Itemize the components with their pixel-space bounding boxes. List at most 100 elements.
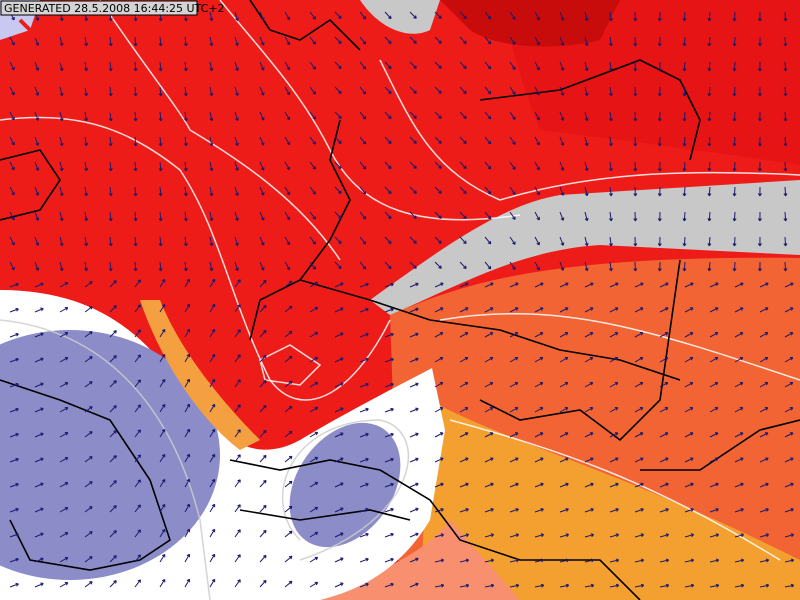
wind-arrow xyxy=(484,236,492,245)
wind-arrow xyxy=(84,356,93,363)
wind-arrow xyxy=(534,186,540,196)
wind-arrow xyxy=(732,61,737,72)
field-gray-band xyxy=(370,180,800,315)
wind-arrow xyxy=(334,261,342,269)
wind-arrow xyxy=(434,558,445,563)
wind-arrow xyxy=(359,236,367,245)
wind-arrow xyxy=(633,186,638,197)
wind-arrow xyxy=(108,236,113,247)
wind-arrow xyxy=(183,86,188,97)
wind-arrow xyxy=(682,36,687,47)
wind-arrow xyxy=(59,532,69,538)
wind-arrow xyxy=(534,356,544,363)
wind-arrow xyxy=(584,11,589,22)
wind-arrow xyxy=(158,236,163,247)
wind-arrow xyxy=(434,61,442,69)
wind-arrow xyxy=(484,36,492,45)
wind-arrow xyxy=(234,379,241,388)
wind-arrow xyxy=(509,211,516,220)
wind-arrow xyxy=(459,111,467,120)
wind-arrow xyxy=(707,61,712,72)
wind-arrow xyxy=(608,36,613,47)
wind-arrow xyxy=(709,432,719,438)
wind-arrow xyxy=(384,261,392,270)
wind-arrow xyxy=(334,357,344,363)
front-marker xyxy=(58,43,82,67)
wind-arrow xyxy=(434,186,442,194)
wind-arrow xyxy=(159,278,166,288)
wind-arrow xyxy=(134,579,141,588)
wind-arrow xyxy=(757,61,762,72)
wind-arrow xyxy=(184,428,191,438)
wind-arrow xyxy=(133,211,138,222)
wind-arrow xyxy=(9,557,19,563)
wind-arrow xyxy=(534,236,540,246)
wind-arrow xyxy=(133,261,138,272)
wind-arrow xyxy=(234,579,241,588)
wind-arrow xyxy=(134,329,141,338)
wind-arrow xyxy=(684,356,694,363)
wind-arrow xyxy=(657,36,662,47)
wind-arrow xyxy=(409,382,419,388)
wind-arrow xyxy=(284,405,293,413)
wind-arrow xyxy=(209,36,214,47)
wind-arrow xyxy=(384,136,392,145)
wind-arrow xyxy=(484,211,492,220)
wind-arrow xyxy=(784,457,794,463)
wind-arrow xyxy=(559,261,565,271)
wind-arrow xyxy=(384,36,392,45)
wind-arrow xyxy=(133,136,138,147)
wind-arrow xyxy=(384,186,392,195)
wind-arrow xyxy=(732,136,737,147)
wind-arrow xyxy=(709,407,719,413)
wind-arrow xyxy=(9,582,19,588)
wind-arrow xyxy=(359,61,367,70)
wind-arrow xyxy=(783,36,788,47)
wind-arrow xyxy=(757,111,762,122)
wind-arrow xyxy=(657,161,662,172)
wind-arrow xyxy=(534,558,545,563)
wind-arrow xyxy=(109,380,117,388)
wind-arrow xyxy=(659,533,670,538)
country-border xyxy=(0,149,61,221)
wind-arrow xyxy=(384,357,394,363)
wind-arrow xyxy=(359,582,369,588)
wind-arrow xyxy=(509,61,516,70)
wind-arrow xyxy=(109,530,117,538)
wind-arrow xyxy=(559,407,569,413)
wind-arrow xyxy=(559,558,570,563)
wind-arrow xyxy=(9,136,15,146)
wind-arrow xyxy=(783,11,788,22)
wind-arrow xyxy=(34,507,44,513)
wind-arrow xyxy=(659,583,670,588)
contour-line xyxy=(259,344,322,386)
wind-arrow xyxy=(59,332,69,338)
wind-arrow xyxy=(534,111,540,121)
wind-arrow xyxy=(209,161,214,172)
wind-arrow xyxy=(509,407,519,413)
wind-arrow xyxy=(559,161,565,171)
wind-arrow xyxy=(59,36,64,47)
wind-arrow xyxy=(757,211,762,222)
wind-arrow xyxy=(684,381,694,388)
wind-arrow xyxy=(409,507,419,513)
wind-arrow xyxy=(633,36,638,47)
wind-arrow xyxy=(384,532,394,538)
wind-arrow xyxy=(434,11,442,19)
wind-arrow xyxy=(784,507,794,513)
wind-arrow xyxy=(409,261,417,269)
contour-line xyxy=(439,313,800,381)
wind-arrow xyxy=(784,432,794,438)
wind-arrow xyxy=(234,211,239,221)
wind-arrow xyxy=(559,136,565,146)
wind-arrow xyxy=(234,454,241,463)
wind-arrow xyxy=(757,136,762,147)
wind-arrow xyxy=(759,356,769,363)
wind-arrow xyxy=(484,356,494,363)
wind-arrow xyxy=(284,430,293,438)
wind-arrow xyxy=(759,307,769,313)
wind-arrow xyxy=(609,583,620,588)
wind-arrow xyxy=(134,404,141,413)
wind-arrow xyxy=(609,558,620,563)
wind-arrow xyxy=(384,11,392,20)
